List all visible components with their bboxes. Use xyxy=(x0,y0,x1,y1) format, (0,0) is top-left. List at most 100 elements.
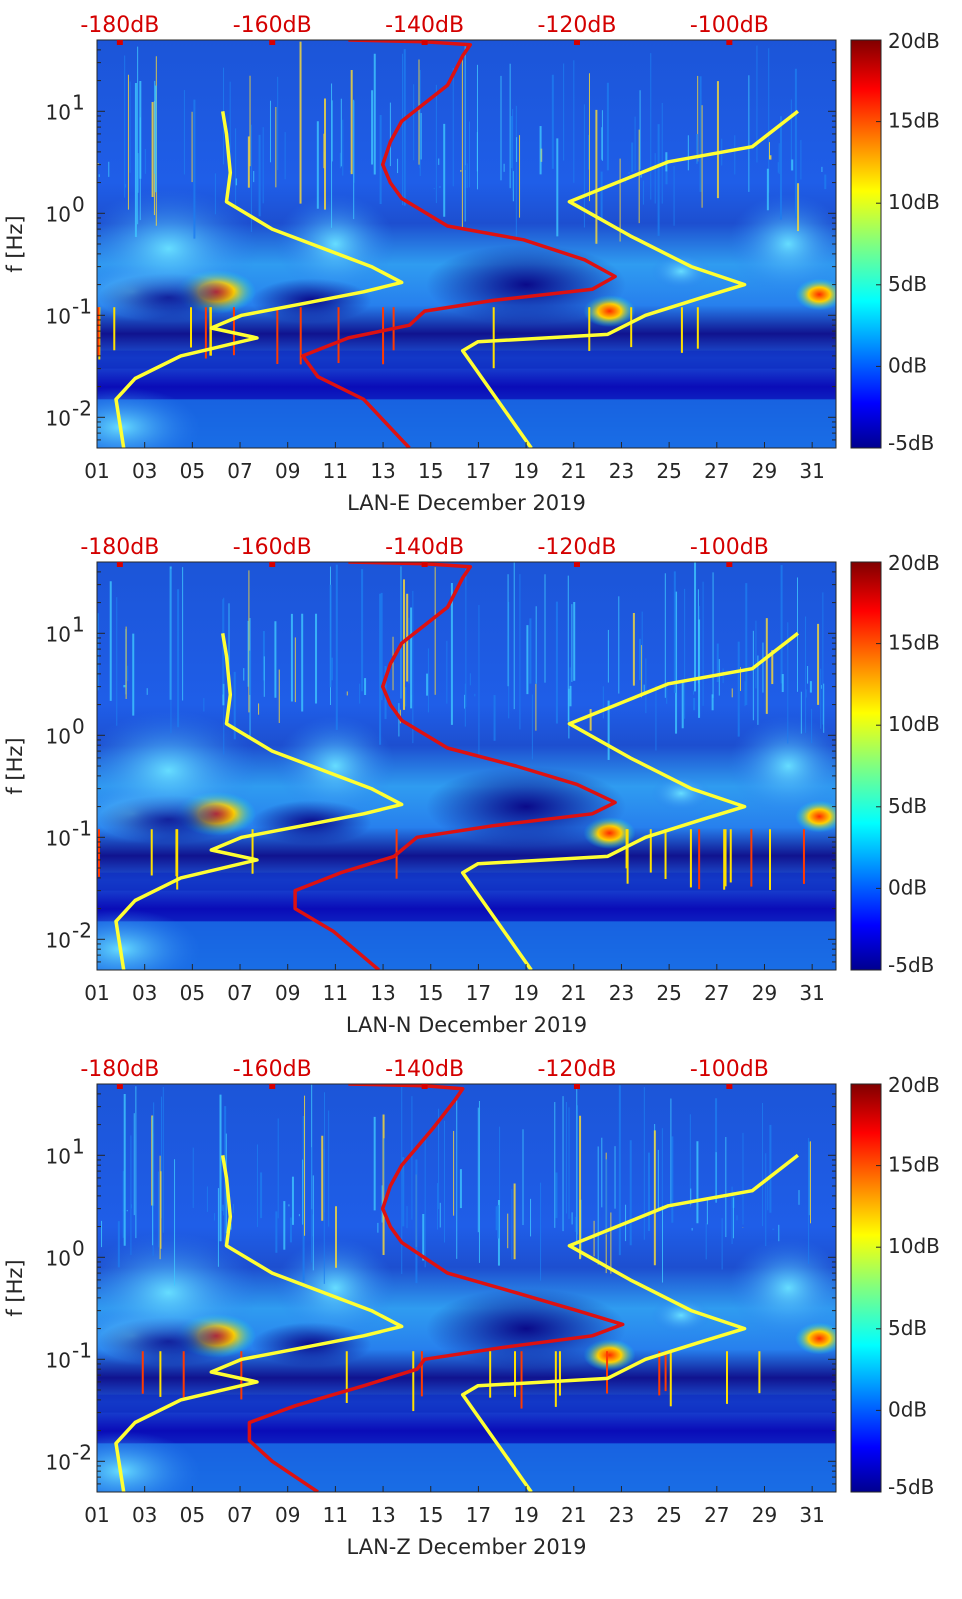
colorbar-tick-label: 10dB xyxy=(888,1234,940,1258)
x-tick-label: 23 xyxy=(609,1503,634,1527)
x-tick-label: 03 xyxy=(132,1503,157,1527)
low-frequency-band xyxy=(97,921,836,970)
top-axis-label: -100dB xyxy=(690,535,769,560)
x-tick-label: 15 xyxy=(418,459,443,483)
colorbar xyxy=(850,561,882,971)
y-tick-exponent: -2 xyxy=(72,396,92,420)
top-axis-label: -160dB xyxy=(233,1057,312,1082)
y-tick-exponent: -1 xyxy=(72,1338,92,1362)
y-tick-exponent: 1 xyxy=(72,90,85,114)
colorbar-tick-label: 0dB xyxy=(888,353,927,377)
x-tick-label: 03 xyxy=(132,459,157,483)
colorbar-tick-label: 20dB xyxy=(888,1073,940,1097)
low-frequency-band xyxy=(97,1443,836,1492)
top-axis-label: -120dB xyxy=(537,535,616,560)
x-tick-label: 17 xyxy=(466,1503,491,1527)
x-tick-label: 01 xyxy=(84,1503,109,1527)
y-tick-exponent: 0 xyxy=(72,714,85,738)
series-nlnm xyxy=(114,633,404,970)
top-tick-mark xyxy=(421,1084,428,1089)
x-tick-label: 27 xyxy=(704,1503,729,1527)
series-nlnm xyxy=(114,111,404,448)
y-tick-label: 10 xyxy=(46,406,71,430)
top-tick-mark xyxy=(726,40,733,45)
top-axis-label: -160dB xyxy=(233,535,312,560)
energy-blob xyxy=(275,716,396,816)
x-tick-label: 27 xyxy=(704,459,729,483)
top-tick-mark xyxy=(116,1084,123,1089)
x-tick-label: 05 xyxy=(180,981,205,1005)
dark-band xyxy=(97,350,836,369)
y-tick-label: 10 xyxy=(46,826,71,850)
x-tick-label: 19 xyxy=(513,1503,538,1527)
x-tick-label: 07 xyxy=(227,981,252,1005)
top-axis-label: -180dB xyxy=(80,1057,159,1082)
colorbar-tick-label: -5dB xyxy=(888,1475,934,1499)
series-psd xyxy=(247,1084,625,1492)
x-tick-label: 31 xyxy=(799,459,824,483)
y-tick-label: 10 xyxy=(46,1450,71,1474)
y-tick-exponent: -2 xyxy=(72,1440,92,1464)
y-tick-label: 10 xyxy=(46,1348,71,1372)
top-tick-mark xyxy=(573,1084,580,1089)
colorbar xyxy=(850,1083,882,1493)
colorbar-tick-label: 15dB xyxy=(888,1153,940,1177)
top-axis-label: -140dB xyxy=(385,13,464,38)
x-tick-label: 15 xyxy=(418,1503,443,1527)
spectrogram xyxy=(97,562,836,970)
x-tick-label: 11 xyxy=(323,459,348,483)
x-tick-label: 05 xyxy=(180,459,205,483)
energy-blob xyxy=(651,253,712,290)
colorbar-tick-label: -5dB xyxy=(888,953,934,977)
x-tick-label: 25 xyxy=(656,459,681,483)
energy-blob xyxy=(275,194,396,294)
x-tick-label: 07 xyxy=(227,1503,252,1527)
top-tick-mark xyxy=(726,1084,733,1089)
top-axis-label: -180dB xyxy=(80,535,159,560)
chart-panel: 01 03 05 07 09 11 13 15 17 19 21 23 25 27 29 3110-210-1… xyxy=(3,1057,940,1559)
y-tick-exponent: 1 xyxy=(72,612,85,636)
top-tick-mark xyxy=(116,562,123,567)
x-tick-label: 07 xyxy=(227,459,252,483)
x-tick-label: 27 xyxy=(704,981,729,1005)
x-tick-label: 17 xyxy=(466,981,491,1005)
y-axis-label: f [Hz] xyxy=(3,215,27,272)
top-tick-mark xyxy=(269,562,276,567)
dark-band xyxy=(97,872,836,891)
x-tick-label: 31 xyxy=(799,981,824,1005)
colorbar-tick-label: 20dB xyxy=(888,29,940,53)
x-tick-label: 19 xyxy=(513,459,538,483)
chart-panel: 01 03 05 07 09 11 13 15 17 19 21 23 25 27 29 3110-210-1… xyxy=(3,13,940,515)
top-tick-mark xyxy=(269,1084,276,1089)
x-tick-label: 23 xyxy=(609,981,634,1005)
y-tick-label: 10 xyxy=(46,1246,71,1270)
x-axis-label: LAN-N December 2019 xyxy=(346,1013,587,1037)
x-axis-label: LAN-E December 2019 xyxy=(347,491,586,515)
x-tick-label: 23 xyxy=(609,459,634,483)
top-tick-mark xyxy=(269,40,276,45)
x-tick-label: 11 xyxy=(323,981,348,1005)
y-tick-label: 10 xyxy=(46,100,71,124)
top-axis-label: -120dB xyxy=(537,13,616,38)
top-tick-mark xyxy=(573,40,580,45)
x-tick-label: 29 xyxy=(752,1503,777,1527)
top-axis-label: -120dB xyxy=(537,1057,616,1082)
x-tick-label: 25 xyxy=(656,981,681,1005)
energy-blob xyxy=(728,716,836,816)
x-tick-label: 03 xyxy=(132,981,157,1005)
series-nhnm xyxy=(460,109,799,448)
x-tick-label: 21 xyxy=(561,1503,586,1527)
top-tick-mark xyxy=(421,40,428,45)
y-tick-label: 10 xyxy=(46,1144,71,1168)
x-tick-label: 01 xyxy=(84,459,109,483)
y-tick-exponent: -2 xyxy=(72,918,92,942)
colorbar-tick-label: 10dB xyxy=(888,190,940,214)
top-axis-label: -100dB xyxy=(690,13,769,38)
energy-blob xyxy=(728,1238,836,1338)
series-psd xyxy=(293,562,617,970)
colorbar xyxy=(850,39,882,449)
colorbar-tick-label: 10dB xyxy=(888,712,940,736)
y-tick-exponent: -1 xyxy=(72,816,92,840)
top-axis-label: -160dB xyxy=(233,13,312,38)
energy-blob xyxy=(651,775,712,812)
